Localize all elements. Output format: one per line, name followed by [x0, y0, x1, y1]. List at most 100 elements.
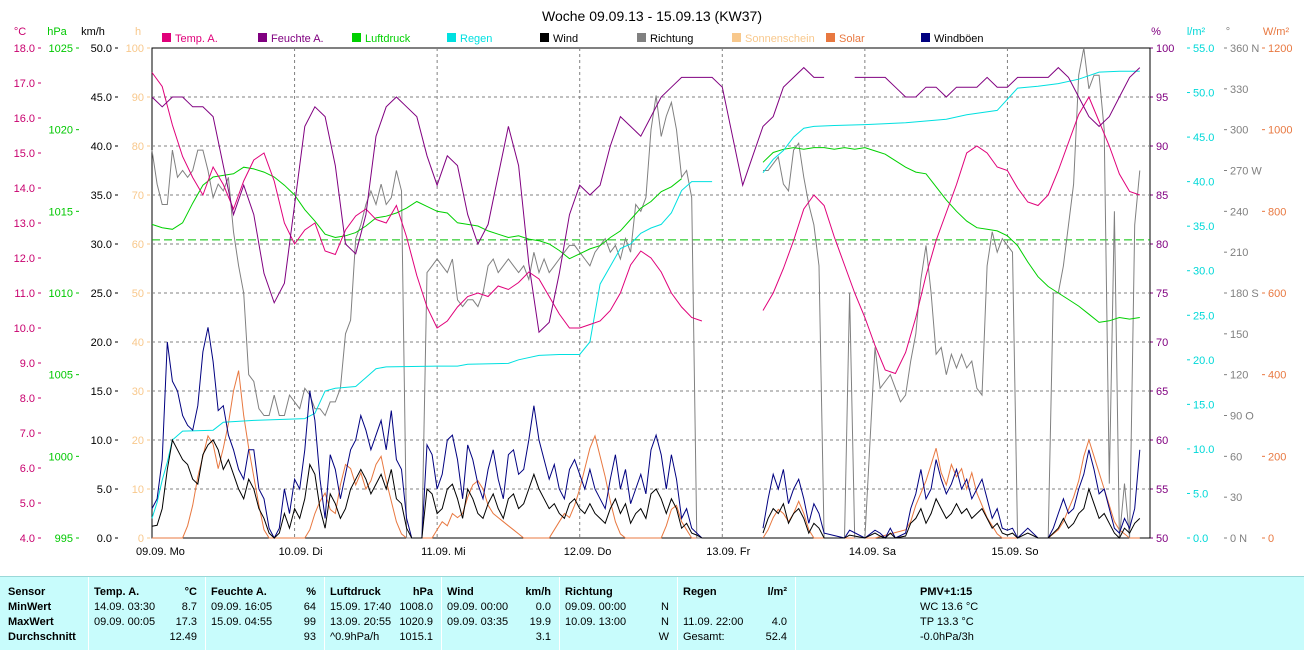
- series-line-luftdruck: [151, 166, 682, 260]
- axis-tick-temp: 16.0: [14, 113, 35, 125]
- direction-min-value: N: [661, 601, 669, 613]
- axis-unit-rain: l/m²: [1187, 26, 1206, 38]
- dew-point-value: TP 13.3 °C: [920, 616, 974, 628]
- axis-tick-rain: 10.0: [1193, 444, 1214, 456]
- axis-tick-direction: 270 W: [1230, 166, 1262, 178]
- series-line-solar: [152, 370, 702, 539]
- axis-tick-sunshine: 90: [132, 92, 144, 104]
- axis-tick-temp: 15.0: [14, 148, 35, 160]
- temp-avg-value: 12.49: [169, 631, 197, 643]
- axis-tick-pressure: 995: [55, 533, 73, 545]
- axis-tick-rain: 20.0: [1193, 355, 1214, 367]
- axis-tick-sunshine: 30: [132, 386, 144, 398]
- axis-tick-temp: 5.0: [20, 498, 35, 510]
- axis-tick-wind: 0.0: [97, 533, 112, 545]
- x-axis-label: 14.09. Sa: [849, 546, 897, 558]
- axis-tick-humidity: 65: [1156, 386, 1168, 398]
- rain-header: Regen: [683, 586, 717, 598]
- temp-min-time: 14.09. 03:30: [94, 601, 156, 613]
- axis-unit-humidity: %: [1151, 26, 1161, 38]
- axis-tick-pressure: 1015: [49, 206, 73, 218]
- legend-label: Wind: [553, 33, 578, 45]
- series-line-windb-en: [151, 327, 703, 540]
- rain-total-value: 52.4: [765, 631, 787, 643]
- axis-tick-temp: 4.0: [20, 533, 35, 545]
- axis-tick-humidity: 100: [1156, 43, 1174, 55]
- axis-tick-solar: 1200: [1268, 43, 1292, 55]
- legend-label: Regen: [460, 33, 492, 45]
- axis-tick-direction: 120: [1230, 370, 1248, 382]
- axis-unit-sunshine: h: [135, 26, 141, 38]
- series-line-luftdruck: [762, 147, 1140, 323]
- humidity-max-value: 99: [303, 616, 316, 628]
- axis-tick-rain: 0.0: [1193, 533, 1208, 545]
- axis-tick-direction: 60: [1230, 451, 1242, 463]
- rain-max-value: 4.0: [771, 616, 787, 628]
- direction-avg-value: W: [658, 631, 669, 643]
- humidity-header: Feuchte A.: [211, 586, 267, 598]
- humidity-unit: %: [306, 586, 316, 598]
- axis-tick-direction: 360 N: [1230, 43, 1259, 55]
- legend-label: Richtung: [650, 33, 693, 45]
- axis-tick-humidity: 90: [1156, 141, 1168, 153]
- weather-chart: Woche 09.09.13 - 15.09.13 (KW37) Temp. A…: [14, 8, 1293, 558]
- axis-unit-wind: km/h: [81, 26, 105, 38]
- rain-max-time: 11.09. 22:00: [683, 616, 744, 628]
- axis-tick-pressure: 1010: [49, 288, 73, 300]
- wind-chill-value: WC 13.6 °C: [920, 601, 979, 613]
- chart-series: [151, 47, 1141, 540]
- chart-axes: 18.0 17.0 16.0 15.0 14.0 13.0 12.0 11.0 10.0 9.0 8…: [14, 26, 1293, 545]
- series-line-feuchte-a-: [151, 66, 825, 334]
- axis-tick-solar: 1000: [1268, 125, 1292, 137]
- axis-unit-pressure: hPa: [47, 26, 67, 38]
- row-label-avg: Durchschnitt: [8, 631, 76, 643]
- axis-tick-wind: 5.0: [97, 484, 112, 496]
- axis-tick-solar: 400: [1268, 370, 1286, 382]
- pressure-avg-value: 1015.1: [399, 631, 433, 643]
- axis-tick-direction: 180 S: [1230, 288, 1259, 300]
- axis-tick-rain: 40.0: [1193, 177, 1214, 189]
- axis-tick-pressure: 1005: [49, 370, 73, 382]
- legend-swatch: [447, 33, 456, 42]
- temp-max-time: 09.09. 00:05: [94, 616, 156, 628]
- series-line-wind: [762, 487, 1141, 539]
- x-axis-label: 10.09. Di: [279, 546, 323, 558]
- series-line-wind: [151, 438, 703, 539]
- legend-label: Feuchte A.: [271, 33, 324, 45]
- x-axis-label: 09.09. Mo: [136, 546, 185, 558]
- series-line-temp-a-: [762, 95, 1140, 375]
- axis-tick-direction: 150: [1230, 329, 1248, 341]
- wind-header: Wind: [447, 586, 474, 598]
- axis-tick-humidity: 85: [1156, 190, 1168, 202]
- x-axis-labels: 09.09. Mo 10.09. Di 11.09. Mi 12.09. Do 13.0…: [136, 546, 1039, 558]
- pmv-header: PMV+1:15: [920, 586, 973, 598]
- series-line-regen: [151, 181, 713, 519]
- axis-tick-temp: 13.0: [14, 218, 35, 230]
- pressure-min-value: 1008.0: [399, 601, 433, 613]
- axis-tick-wind: 30.0: [91, 239, 112, 251]
- axis-tick-humidity: 55: [1156, 484, 1168, 496]
- humidity-min-value: 64: [303, 601, 316, 613]
- legend-label: Sonnenschein: [745, 33, 815, 45]
- axis-tick-temp: 17.0: [14, 78, 35, 90]
- axis-tick-wind: 35.0: [91, 190, 112, 202]
- axis-tick-temp: 10.0: [14, 323, 35, 335]
- axis-tick-direction: 300: [1230, 125, 1248, 137]
- axis-tick-temp: 18.0: [14, 43, 35, 55]
- statistics-panel: Sensor MinWert MaxWert Durchschnitt Temp…: [0, 576, 1304, 650]
- humidity-min-time: 09.09. 16:05: [211, 601, 273, 613]
- pressure-header: Luftdruck: [330, 586, 381, 598]
- axis-tick-pressure: 1020: [49, 125, 73, 137]
- sensor-header: Sensor: [8, 586, 46, 598]
- x-axis-label: 15.09. So: [991, 546, 1038, 558]
- series-line-richtung: [763, 47, 1141, 539]
- axis-tick-rain: 50.0: [1193, 88, 1214, 100]
- axis-unit-direction: °: [1226, 26, 1230, 38]
- axis-tick-sunshine: 70: [132, 190, 144, 202]
- legend-swatch: [921, 33, 930, 42]
- wind-min-value: 0.0: [535, 601, 551, 613]
- direction-min-time: 09.09. 00:00: [565, 601, 627, 613]
- axis-tick-pressure: 1025: [49, 43, 73, 55]
- axis-tick-wind: 40.0: [91, 141, 112, 153]
- pressure-trend: ^0.9hPa/h: [330, 631, 380, 643]
